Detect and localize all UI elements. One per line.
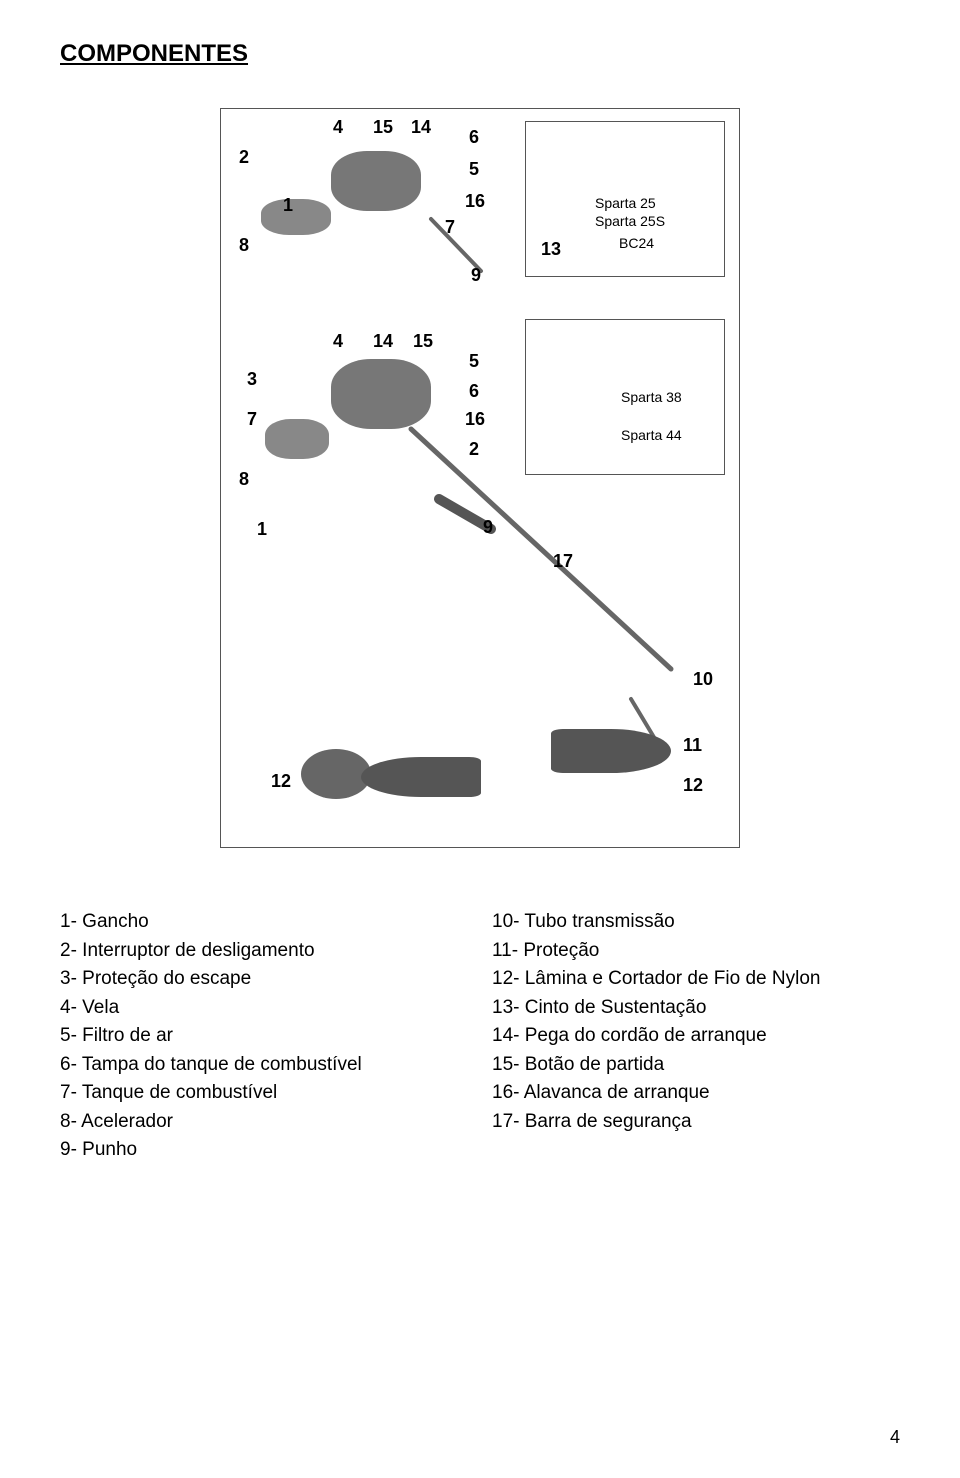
callout-17: 17: [553, 551, 573, 572]
legend-item-1: 1- Gancho: [60, 908, 468, 937]
diagram-shape: [331, 359, 431, 429]
legend-item-4: 4- Vela: [60, 994, 468, 1023]
page-number: 4: [890, 1427, 900, 1448]
callout-7: 7: [247, 409, 257, 430]
callout-10: 10: [693, 669, 713, 690]
callout-12: 12: [683, 775, 703, 796]
legend-item-17: 17- Barra de segurança: [492, 1108, 900, 1137]
diagram-shape: [331, 151, 421, 211]
callout-1: 1: [257, 519, 267, 540]
diagram-shape: [361, 757, 481, 797]
callout-5: 5: [469, 351, 479, 372]
diagram-shape: [265, 419, 329, 459]
callout-12: 12: [271, 771, 291, 792]
legend-item-3: 3- Proteção do escape: [60, 965, 468, 994]
legend-item-10: 10- Tubo transmissão: [492, 908, 900, 937]
legend-item-12: 12- Lâmina e Cortador de Fio de Nylon: [492, 965, 900, 994]
legend-item-14: 14- Pega do cordão de arranque: [492, 1022, 900, 1051]
page-title: COMPONENTES: [60, 40, 900, 68]
model-label: Sparta 25S: [595, 213, 665, 229]
legend-item-5: 5- Filtro de ar: [60, 1022, 468, 1051]
callout-4: 4: [333, 331, 343, 352]
diagram-container: 2415146516178934141556162781917101112121…: [60, 108, 900, 848]
legend-right-column: 10- Tubo transmissão11- Proteção12- Lâmi…: [492, 908, 900, 1165]
diagram-shape: [551, 729, 671, 773]
callout-6: 6: [469, 127, 479, 148]
callout-1: 1: [283, 195, 293, 216]
callout-9: 9: [471, 265, 481, 286]
model-label: BC24: [619, 235, 654, 251]
model-label: Sparta 44: [621, 427, 682, 443]
callout-11: 11: [683, 735, 702, 756]
callout-8: 8: [239, 235, 249, 256]
callout-9: 9: [483, 517, 493, 538]
callout-13: 13: [541, 239, 561, 260]
callout-14: 14: [411, 117, 431, 138]
callout-5: 5: [469, 159, 479, 180]
callout-14: 14: [373, 331, 393, 352]
legend-item-8: 8- Acelerador: [60, 1108, 468, 1137]
legend-item-13: 13- Cinto de Sustentação: [492, 994, 900, 1023]
legend-item-15: 15- Botão de partida: [492, 1051, 900, 1080]
model-label: Sparta 38: [621, 389, 682, 405]
legend-item-16: 16- Alavanca de arranque: [492, 1079, 900, 1108]
legend-item-11: 11- Proteção: [492, 937, 900, 966]
diagram-shape: [261, 199, 331, 235]
callout-2: 2: [469, 439, 479, 460]
legend-item-9: 9- Punho: [60, 1136, 468, 1165]
callout-2: 2: [239, 147, 249, 168]
callout-16: 16: [465, 409, 485, 430]
callout-16: 16: [465, 191, 485, 212]
legend-item-2: 2- Interruptor de desligamento: [60, 937, 468, 966]
callout-15: 15: [413, 331, 433, 352]
callout-15: 15: [373, 117, 393, 138]
components-diagram: 2415146516178934141556162781917101112121…: [220, 108, 740, 848]
callout-8: 8: [239, 469, 249, 490]
model-label: Sparta 25: [595, 195, 656, 211]
legend-left-column: 1- Gancho2- Interruptor de desligamento3…: [60, 908, 468, 1165]
legend-item-6: 6- Tampa do tanque de combustível: [60, 1051, 468, 1080]
callout-3: 3: [247, 369, 257, 390]
legend-item-7: 7- Tanque de combustível: [60, 1079, 468, 1108]
callout-7: 7: [445, 217, 455, 238]
callout-4: 4: [333, 117, 343, 138]
callout-6: 6: [469, 381, 479, 402]
legend: 1- Gancho2- Interruptor de desligamento3…: [60, 908, 900, 1165]
